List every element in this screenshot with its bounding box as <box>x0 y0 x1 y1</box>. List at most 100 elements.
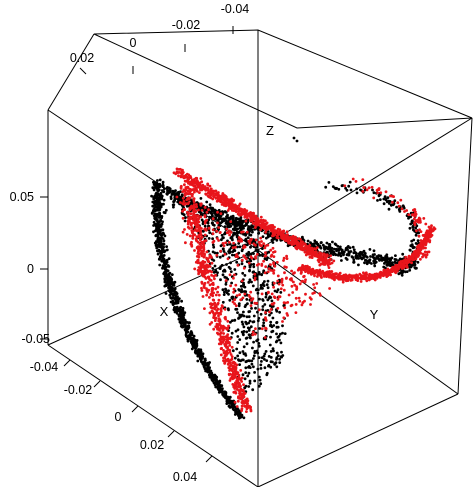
data-point <box>226 326 230 330</box>
data-point <box>313 274 316 278</box>
data-point <box>273 225 276 229</box>
data-point <box>236 341 240 344</box>
data-point <box>245 222 249 226</box>
data-point <box>297 237 301 241</box>
data-point <box>232 370 235 374</box>
data-point <box>369 274 373 278</box>
data-point <box>186 225 190 229</box>
data-point <box>303 250 307 254</box>
data-point <box>312 244 315 248</box>
data-point <box>304 265 308 269</box>
data-point <box>206 183 210 187</box>
data-point <box>217 293 221 297</box>
data-point <box>157 216 161 219</box>
data-point <box>206 369 209 373</box>
data-point <box>247 385 251 388</box>
data-point <box>201 352 205 356</box>
data-point <box>250 301 254 305</box>
data-point <box>216 324 219 327</box>
data-point <box>237 383 241 387</box>
data-point <box>161 247 164 251</box>
data-point <box>252 357 255 360</box>
data-point <box>290 269 293 273</box>
data-point <box>323 248 326 251</box>
data-point <box>361 253 365 257</box>
tick-label-top: 0.02 <box>70 51 94 65</box>
data-point <box>203 281 207 285</box>
data-point <box>233 273 236 277</box>
data-point <box>313 271 317 275</box>
data-point <box>248 366 252 369</box>
data-point <box>243 274 247 277</box>
data-point <box>251 284 255 288</box>
data-point <box>162 202 165 206</box>
data-point <box>173 306 176 310</box>
tick-label-bottom: 0.02 <box>140 438 164 452</box>
data-point <box>204 239 208 243</box>
data-point <box>226 333 230 336</box>
data-point <box>234 329 238 333</box>
data-point <box>171 303 175 306</box>
data-point <box>384 269 387 273</box>
data-point <box>216 290 220 294</box>
data-point <box>279 341 283 345</box>
data-point <box>333 247 336 251</box>
data-point <box>234 216 238 220</box>
data-point <box>240 404 244 408</box>
data-point <box>286 244 290 248</box>
data-point <box>264 326 267 330</box>
data-point <box>310 256 314 259</box>
data-point <box>269 224 273 227</box>
data-point <box>175 171 179 174</box>
data-point <box>212 245 216 249</box>
data-point <box>382 265 386 269</box>
data-point <box>238 389 242 393</box>
data-point <box>293 283 297 287</box>
data-point <box>156 233 160 236</box>
data-point <box>421 255 424 259</box>
data-point <box>325 274 329 277</box>
data-point <box>398 210 402 213</box>
data-point <box>250 219 253 223</box>
data-point <box>314 250 318 254</box>
data-point <box>225 351 229 355</box>
data-point <box>301 240 304 244</box>
data-point <box>218 388 222 391</box>
data-point <box>207 226 211 230</box>
data-point <box>191 192 194 196</box>
data-point <box>195 222 199 225</box>
data-point <box>224 282 228 286</box>
data-point <box>244 303 248 307</box>
data-point <box>263 223 267 227</box>
data-point <box>194 213 197 217</box>
data-point <box>225 216 229 220</box>
data-point <box>201 261 205 265</box>
data-point <box>229 220 233 224</box>
data-point <box>259 312 263 316</box>
data-point <box>220 389 224 393</box>
data-point <box>264 295 268 299</box>
data-point <box>246 374 250 378</box>
data-point <box>156 225 160 229</box>
data-point <box>378 254 382 258</box>
data-point <box>276 279 280 283</box>
data-point <box>304 278 307 282</box>
data-point <box>171 299 175 303</box>
data-point <box>370 185 374 189</box>
data-point <box>327 181 331 184</box>
data-point <box>175 192 178 196</box>
data-point <box>210 221 214 225</box>
data-point <box>279 355 283 359</box>
data-point <box>276 306 280 310</box>
data-point <box>237 302 241 306</box>
data-point <box>227 366 231 370</box>
data-point <box>354 254 358 258</box>
data-point <box>272 234 275 238</box>
data-point <box>161 264 165 268</box>
data-point <box>285 235 289 239</box>
data-point <box>235 376 238 379</box>
data-point <box>253 272 257 276</box>
data-point <box>300 303 304 307</box>
data-point <box>151 211 154 215</box>
data-point <box>276 354 280 357</box>
